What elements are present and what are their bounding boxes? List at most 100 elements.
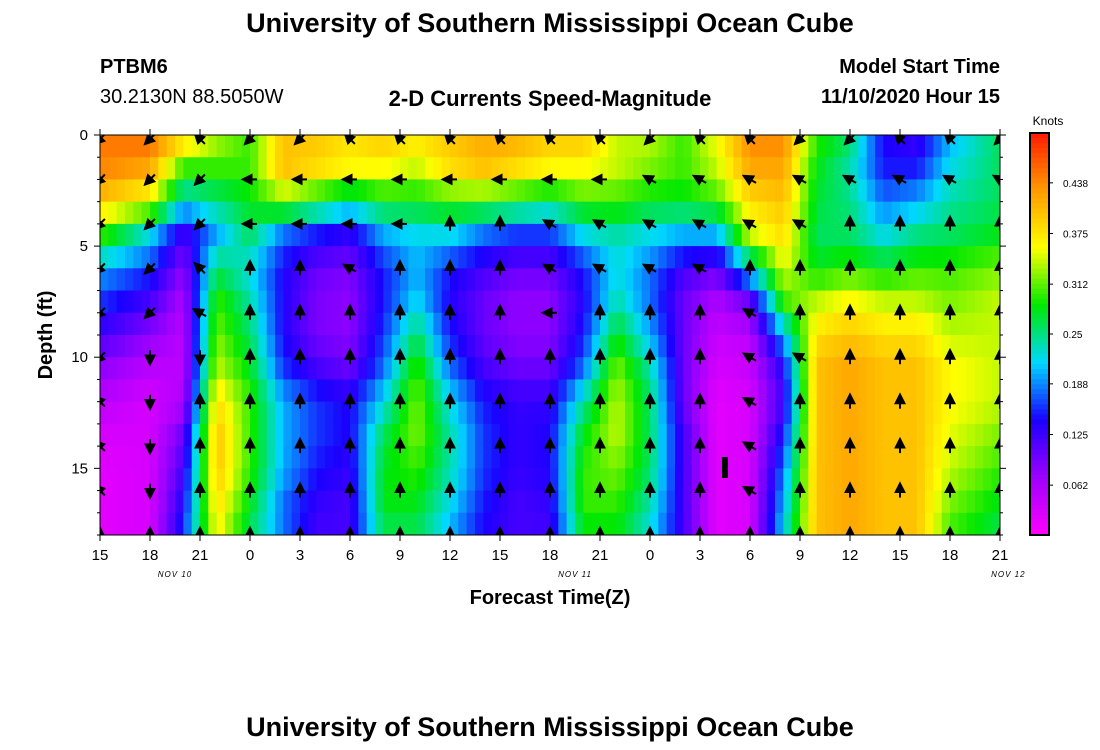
heatmap-cell [408, 335, 418, 358]
heatmap-cell [625, 468, 634, 492]
heatmap-cell [383, 246, 393, 269]
heatmap-cell [491, 223, 501, 247]
heatmap-cell [500, 201, 509, 225]
heatmap-cell [933, 423, 943, 447]
heatmap-cell [491, 335, 501, 358]
heatmap-cell [983, 201, 993, 225]
current-vector-arrow [293, 135, 307, 146]
heatmap-cell [691, 290, 701, 314]
heatmap-cell [483, 335, 493, 358]
heatmap-cell [733, 179, 743, 203]
heatmap-cell [325, 246, 334, 269]
heatmap-cell [216, 468, 226, 492]
heatmap-cell [775, 179, 784, 203]
heatmap-cell [408, 157, 418, 181]
heatmap-cell [258, 446, 268, 469]
heatmap-cell [466, 312, 476, 336]
heatmap-cell [991, 179, 1000, 203]
heatmap-cell [700, 157, 709, 181]
heatmap-cell [800, 379, 809, 403]
colorbar-segment [1030, 168, 1049, 174]
heatmap-cell [875, 268, 884, 292]
heatmap-cell [408, 268, 418, 292]
heatmap-cell [283, 490, 293, 514]
heatmap-cell [300, 312, 309, 336]
heatmap-cell [775, 468, 784, 492]
heatmap-cell [591, 357, 601, 381]
heatmap-cell [350, 157, 359, 181]
heatmap-cell [916, 401, 926, 425]
heatmap-cell [333, 268, 343, 292]
heatmap-cell [233, 490, 243, 514]
heatmap-cell [716, 401, 726, 425]
heatmap-cell [600, 423, 609, 447]
heatmap-cell [108, 379, 118, 403]
heatmap-cell [308, 157, 318, 181]
heatmap-cell [733, 379, 743, 403]
heatmap-cell [608, 135, 618, 158]
heatmap-cell [475, 423, 484, 447]
heatmap-cell [425, 223, 434, 247]
x-axis-label: Forecast Time(Z) [470, 587, 631, 609]
heatmap-cell [375, 201, 384, 225]
heatmap-cell [450, 512, 459, 535]
current-vector-arrow [493, 135, 507, 146]
heatmap-cell [700, 423, 709, 447]
heatmap-cell [866, 246, 876, 269]
heatmap-cell [733, 157, 743, 181]
heatmap-cell [233, 357, 243, 381]
current-vector-arrow [143, 217, 157, 231]
heatmap-cell [516, 423, 526, 447]
heatmap-cell [816, 446, 826, 469]
heatmap-cell [858, 357, 868, 381]
heatmap-cell [316, 490, 326, 514]
heatmap-cell [141, 290, 151, 314]
heatmap-cell [941, 157, 951, 181]
heatmap-cell [600, 135, 609, 158]
heatmap-cell [366, 135, 376, 158]
heatmap-cell [558, 423, 568, 447]
heatmap-cell [383, 401, 393, 425]
heatmap-cell [575, 135, 584, 158]
heatmap-cell [416, 312, 426, 336]
heatmap-cell [825, 135, 834, 158]
heatmap-cell [250, 135, 259, 158]
heatmap-cell [791, 135, 801, 158]
heatmap-cell [200, 135, 209, 158]
heatmap-cell [166, 135, 176, 158]
heatmap-cell [591, 157, 601, 181]
heatmap-cell [625, 335, 634, 358]
heatmap-cell [200, 201, 209, 225]
heatmap-cell [283, 268, 293, 292]
heatmap-cell [166, 312, 176, 336]
heatmap-cell [508, 201, 518, 225]
heatmap-cell [858, 179, 868, 203]
heatmap-cell [558, 201, 568, 225]
heatmap-cell [775, 490, 784, 514]
heatmap-cell [625, 312, 634, 336]
heatmap-cell [908, 446, 918, 469]
heatmap-cell [775, 223, 784, 247]
heatmap-cell [583, 246, 593, 269]
heatmap-cell [333, 357, 343, 381]
heatmap-cell [433, 357, 443, 381]
x-tick-label: 6 [346, 547, 354, 564]
heatmap-cell [225, 157, 234, 181]
heatmap-cell [725, 201, 734, 225]
heatmap-cell [883, 157, 893, 181]
heatmap-cell [233, 268, 243, 292]
heatmap-cell [833, 135, 843, 158]
heatmap-cell [700, 379, 709, 403]
heatmap-cell [325, 268, 334, 292]
heatmap-cell [958, 512, 968, 535]
heatmap-cell [941, 268, 951, 292]
heatmap-cell [475, 357, 484, 381]
heatmap-cell [125, 312, 134, 336]
colorbar-segment [1030, 213, 1049, 220]
heatmap-cell [725, 312, 734, 336]
heatmap-cell [408, 290, 418, 314]
heatmap-cell [450, 357, 459, 381]
heatmap-cell [925, 357, 934, 381]
heatmap-cell [258, 157, 268, 181]
heatmap-cell [608, 312, 618, 336]
